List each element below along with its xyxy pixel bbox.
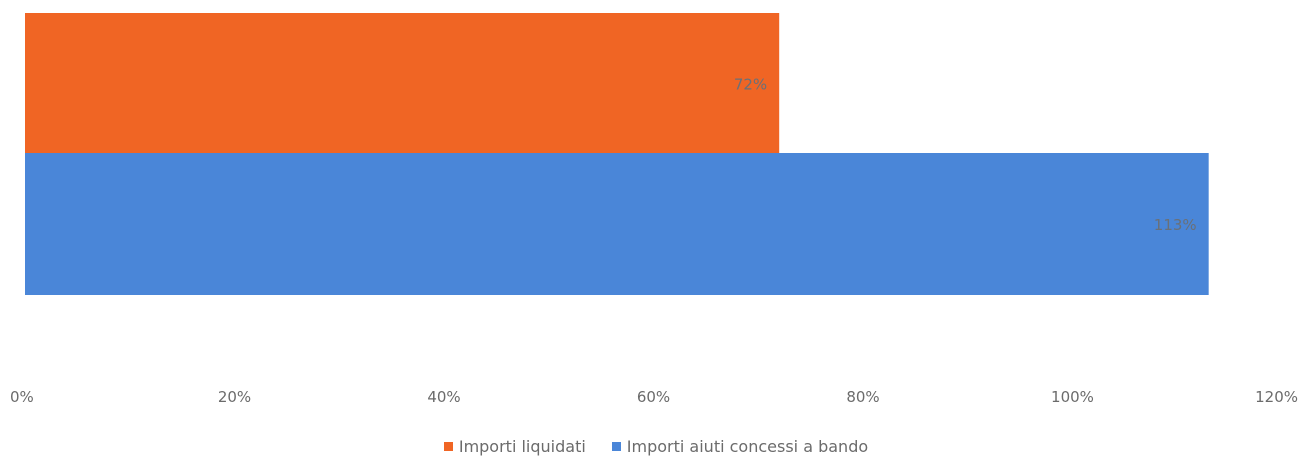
x-tick-label: 120% [1255, 388, 1298, 406]
data-label-importi-aiuti-concessi: 113% [1154, 216, 1197, 234]
legend-label-importi-liquidati: Importi liquidati [458, 437, 586, 456]
legend: Importi liquidati Importi aiuti concessi… [0, 437, 1312, 456]
x-tick-label: 80% [846, 388, 879, 406]
legend-label-importi-aiuti-concessi: Importi aiuti concessi a bando [626, 437, 869, 456]
legend-swatch-importi-liquidati [443, 442, 453, 451]
legend-item-importi-liquidati: Importi liquidati [443, 437, 586, 456]
bar-importi-liquidati [25, 13, 780, 154]
bar-importi-aiuti-concessi [25, 153, 1209, 295]
data-labels-group: 72% 113% [734, 76, 1197, 235]
data-label-importi-liquidati: 72% [734, 76, 767, 94]
x-tick-label: 0% [10, 388, 34, 406]
x-axis-ticks: 0% 20% 40% 60% 80% 100% 120% [10, 388, 1298, 406]
bars-group [25, 13, 1209, 295]
x-tick-label: 60% [637, 388, 670, 406]
legend-swatch-importi-aiuti-concessi [611, 442, 621, 451]
x-tick-label: 100% [1051, 388, 1094, 406]
x-tick-label: 40% [427, 388, 460, 406]
legend-item-importi-aiuti-concessi: Importi aiuti concessi a bando [611, 437, 869, 456]
x-tick-label: 20% [218, 388, 251, 406]
